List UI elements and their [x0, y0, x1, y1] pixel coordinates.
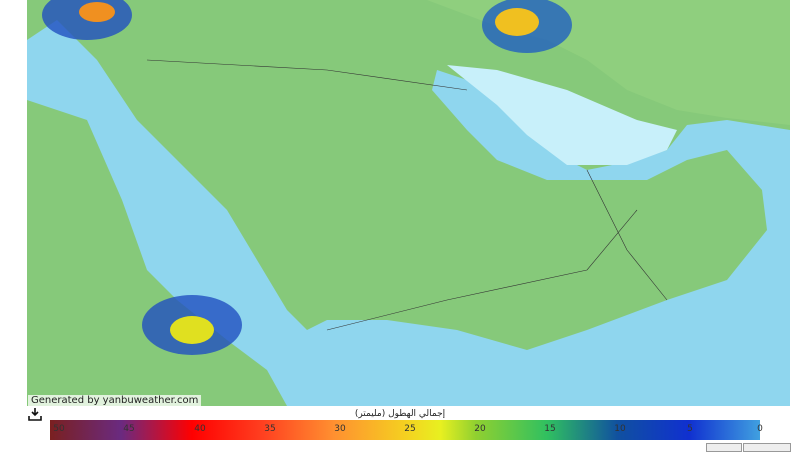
- legend-tick: 50: [53, 424, 65, 434]
- legend-tick: 25: [404, 424, 416, 434]
- legend-tick: 45: [123, 424, 135, 434]
- credit-text: Generated by yanbuweather.com: [28, 395, 202, 406]
- precipitation-map[interactable]: [27, 0, 790, 406]
- legend-tick: 35: [264, 424, 276, 434]
- rain-cell-core: [495, 8, 539, 36]
- map-button[interactable]: [743, 443, 791, 452]
- legend-tick: 30: [334, 424, 346, 434]
- land-africa: [27, 100, 287, 406]
- color-scale-bar: [50, 420, 760, 440]
- legend-title: إجمالي الهطول (مليمتر): [354, 409, 446, 419]
- map-button[interactable]: [706, 443, 742, 452]
- borders: [146, 59, 668, 331]
- legend-tick: 10: [614, 424, 626, 434]
- download-icon[interactable]: [28, 407, 42, 421]
- legend-tick: 40: [194, 424, 206, 434]
- legend-tick: 15: [544, 424, 556, 434]
- legend-tick: 0: [757, 424, 763, 434]
- rain-cell-core: [170, 316, 214, 344]
- gulf-sea: [447, 65, 677, 165]
- land-arabia: [27, 0, 790, 350]
- rain-cell-core: [79, 2, 115, 22]
- legend-tick: 20: [474, 424, 486, 434]
- legend-tick: 5: [687, 424, 693, 434]
